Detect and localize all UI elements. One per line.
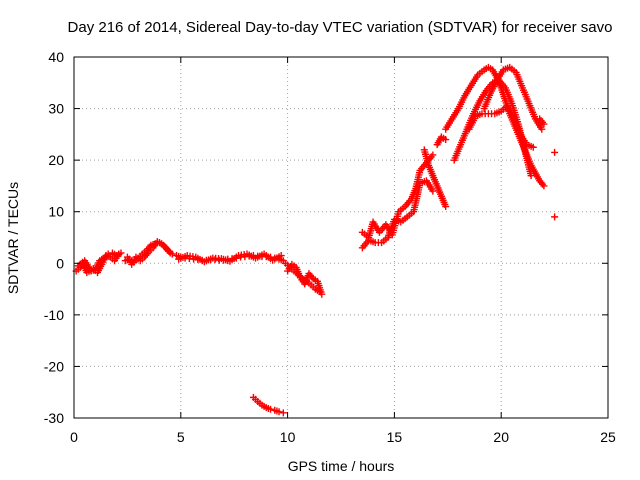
data-point [429,151,437,159]
x-axis-label: GPS time / hours [288,458,395,474]
x-tick-label: 25 [600,429,616,445]
data-point [527,172,535,180]
y-tick-label: -20 [44,358,64,374]
y-tick-label: -10 [44,307,64,323]
y-tick-label: 40 [48,49,64,65]
data-point [429,187,437,195]
y-tick-label: 10 [48,204,64,220]
data-point [540,120,548,128]
data-point [442,203,450,211]
data-point [540,182,548,190]
data-point [267,405,275,413]
data-point [318,290,326,298]
x-tick-label: 20 [493,429,509,445]
y-tick-label: 30 [48,101,64,117]
data-point [551,148,559,156]
data-point [115,250,123,258]
data-point [166,249,174,257]
chart-title: Day 216 of 2014, Sidereal Day-to-day VTE… [68,19,613,36]
y-tick-label: 20 [48,152,64,168]
x-tick-label: 5 [177,429,185,445]
y-tick-label: 0 [56,255,64,271]
y-axis-label: SDTVAR / TECUs [5,182,21,294]
data-points [72,63,559,417]
data-point [442,136,450,144]
data-point [529,143,537,151]
axis-ticks: 0 5 10 15 20 25 -30 -20 -10 0 10 20 30 40 [44,49,616,445]
grid-lines [74,57,608,418]
data-point [275,408,283,416]
data-point [277,252,285,260]
plot-frame [73,56,609,419]
x-tick-label: 10 [280,429,296,445]
data-point [538,125,546,133]
data-point [551,213,559,221]
x-tick-label: 15 [387,429,403,445]
y-tick-label: -30 [44,410,64,426]
data-point [279,409,287,417]
x-tick-label: 0 [70,429,78,445]
